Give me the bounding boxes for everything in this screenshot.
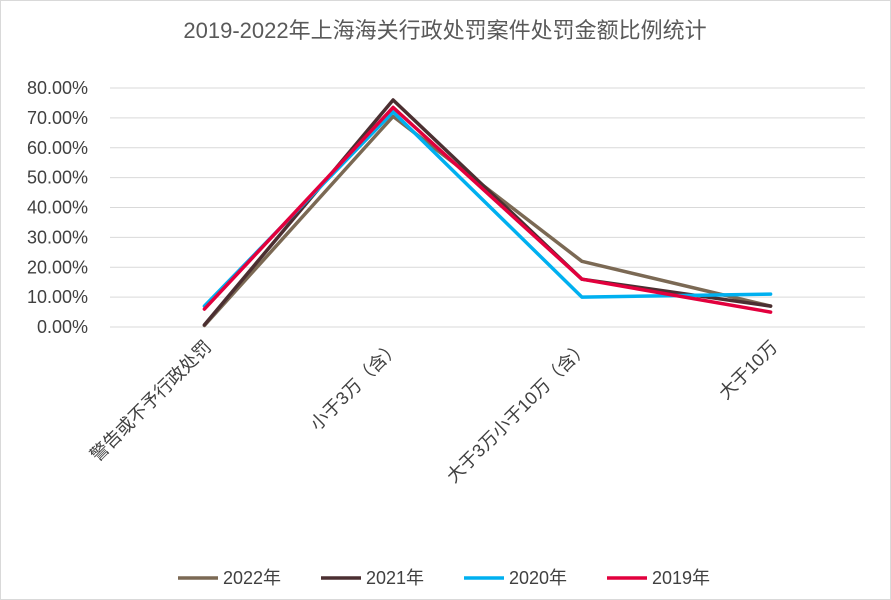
y-tick-label: 30.00%	[27, 227, 88, 247]
y-tick-label: 80.00%	[27, 78, 88, 98]
y-tick-label: 10.00%	[27, 287, 88, 307]
y-tick-label: 50.00%	[27, 168, 88, 188]
series-lines	[202, 98, 773, 328]
y-tick-label: 20.00%	[27, 257, 88, 277]
series-line-2021年	[202, 98, 773, 327]
y-tick-label: 70.00%	[27, 108, 88, 128]
legend-label: 2022年	[223, 568, 281, 588]
y-tick-label: 40.00%	[27, 198, 88, 218]
legend-label: 2021年	[366, 568, 424, 588]
series-line-2019年	[202, 105, 773, 314]
chart-title: 2019-2022年上海海关行政处罚案件处罚金额比例统计	[183, 18, 706, 43]
y-tick-label: 0.00%	[37, 317, 88, 337]
legend-label: 2019年	[652, 568, 710, 588]
y-tick-label: 60.00%	[27, 138, 88, 158]
legend: 2022年 2021年 2020年 2019年	[178, 568, 710, 588]
legend-label: 2020年	[509, 568, 567, 588]
gridlines	[110, 87, 865, 328]
y-axis-tick-labels: 0.00% 10.00% 20.00% 30.00% 40.00% 50.00% 60.00…	[27, 78, 88, 337]
